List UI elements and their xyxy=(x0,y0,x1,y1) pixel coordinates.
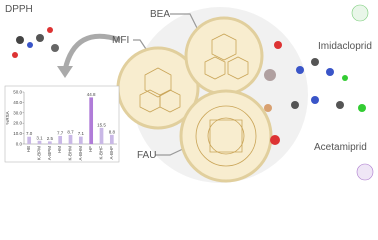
zeolites xyxy=(116,16,273,183)
label: DPPH xyxy=(5,4,33,15)
value-label: 7.0 xyxy=(26,131,33,136)
x-tick-label: HB xyxy=(26,146,31,152)
label: FAU xyxy=(137,150,156,161)
label: BEA xyxy=(150,9,170,20)
label: Imidacloprid xyxy=(318,41,372,52)
value-label: 8.7 xyxy=(67,129,74,134)
x-tick-label: A-BHM xyxy=(78,146,83,161)
y-tick-label: 10.0 xyxy=(13,131,22,136)
bar xyxy=(99,127,104,144)
x-tick-label: K-BPM xyxy=(37,146,42,161)
value-label: 44.8 xyxy=(87,92,96,97)
arrow xyxy=(62,33,121,71)
y-tick-label: 40.0 xyxy=(13,100,22,105)
label: MFI xyxy=(112,35,129,46)
value-label: 8.8 xyxy=(109,129,116,134)
molecules xyxy=(12,4,374,181)
page: DPPH BEA MFI FAU Imidacloprid Acetamipri… xyxy=(4,4,374,183)
arrow-head xyxy=(57,66,73,78)
x-tick-label: K-BHF xyxy=(99,146,104,160)
bar xyxy=(37,140,42,144)
x-tick-label: HM xyxy=(57,146,62,153)
x-tick-label: A-BHF xyxy=(109,146,114,160)
bar xyxy=(47,141,52,144)
bar xyxy=(68,134,73,144)
bar xyxy=(78,136,83,144)
y-axis-label: %RSA xyxy=(5,111,10,124)
value-label: 2.5 xyxy=(47,136,54,141)
value-label: 15.5 xyxy=(97,122,106,127)
value-label: 7.1 xyxy=(78,131,85,136)
chart: %RSA 0.0 10.0 20.0 30.0 40.0 50.0 HB 7.0 K-BPM 3.1… xyxy=(5,90,117,161)
graphical-abstract: DPPH BEA MFI FAU Imidacloprid Acetamipri… xyxy=(4,4,374,183)
y-tick-label: 30.0 xyxy=(13,110,22,115)
value-label: 7.7 xyxy=(57,130,64,135)
label: Acetamiprid xyxy=(314,142,367,153)
value-label: 3.1 xyxy=(36,135,43,140)
bar xyxy=(89,97,94,144)
x-tick-label: A-BPM xyxy=(47,146,52,161)
x-tick-label: K-BHM xyxy=(68,146,73,161)
bar xyxy=(27,136,32,144)
y-tick-label: 20.0 xyxy=(13,121,22,126)
bar xyxy=(58,135,63,144)
y-tick-label: 0.0 xyxy=(16,142,23,147)
x-tick-label: HF xyxy=(88,146,93,152)
bar xyxy=(109,134,114,144)
y-tick-label: 50.0 xyxy=(13,90,22,95)
